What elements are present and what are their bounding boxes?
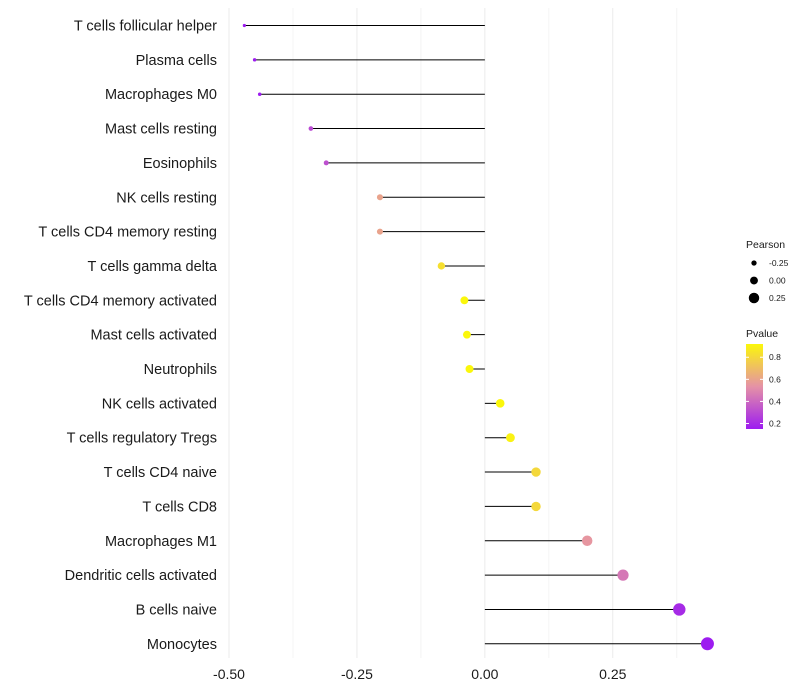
point-neutrophils — [465, 365, 474, 373]
category-label: T cells CD4 memory resting — [38, 225, 217, 241]
point-t-cells-cd8 — [531, 501, 541, 512]
point-t-cells-cd4-memory-activated — [460, 296, 469, 305]
category-label: Mast cells resting — [105, 122, 217, 138]
point-mast-cells-resting — [308, 126, 314, 131]
category-label: Neutrophils — [144, 362, 217, 378]
category-label: Mast cells activated — [90, 328, 217, 344]
legend-color-label: 0.4 — [769, 396, 781, 406]
legend-color-label: 0.6 — [769, 374, 781, 384]
point-plasma-cells — [252, 58, 257, 62]
point-eosinophils — [323, 160, 329, 166]
category-label: T cells CD4 memory activated — [24, 293, 217, 309]
category-label: Eosinophils — [143, 156, 217, 172]
category-label: Dendritic cells activated — [65, 568, 217, 584]
legend-colorbar — [746, 344, 763, 429]
point-monocytes — [700, 637, 714, 651]
point-t-cells-regulatory-tregs — [506, 433, 515, 443]
legend-color-title: Pvalue — [746, 328, 778, 340]
legend-size-label: 0.00 — [769, 276, 786, 286]
legend-color-label: 0.2 — [769, 418, 781, 428]
legend-size-dot — [751, 260, 757, 266]
legend-size-label: 0.25 — [769, 293, 786, 303]
category-label: Macrophages M1 — [105, 534, 217, 550]
x-tick-label: 0.25 — [599, 666, 626, 682]
lollipop-marks — [242, 23, 714, 651]
x-tick-label: -0.25 — [341, 666, 373, 682]
x-axis-ticks: -0.50 -0.25 0.00 0.25 — [213, 666, 627, 682]
point-mast-cells-activated — [462, 330, 471, 339]
category-label: T cells follicular helper — [74, 19, 217, 35]
x-tick-label: 0.00 — [471, 666, 498, 682]
category-label: T cells CD8 — [142, 499, 217, 515]
point-macrophages-m1 — [581, 535, 593, 546]
point-t-cells-cd4-memory-resting — [376, 228, 383, 235]
category-label: Macrophages M0 — [105, 87, 217, 103]
category-label: T cells CD4 naive — [104, 465, 217, 481]
legend-size-dot — [748, 292, 760, 304]
legend: Pearson -0.25 0.00 0.25 Pvalue 0.8 0.6 0.4 0.2 — [746, 239, 789, 429]
legend-size-title: Pearson — [746, 239, 785, 251]
grid — [228, 8, 678, 658]
point-macrophages-m0 — [257, 92, 262, 96]
x-tick-label: -0.50 — [213, 666, 245, 682]
point-dendritic-cells-activated — [617, 569, 629, 581]
category-label: NK cells resting — [116, 190, 217, 206]
point-nk-cells-activated — [495, 399, 505, 408]
category-label: Monocytes — [147, 637, 217, 653]
point-t-cells-cd4-naive — [531, 467, 541, 477]
point-b-cells-naive — [673, 603, 686, 616]
legend-size-dot — [750, 276, 758, 285]
legend-size-label: -0.25 — [769, 258, 789, 268]
category-label: T cells regulatory Tregs — [67, 431, 217, 447]
category-labels: T cells follicular helper Plasma cells Mac… — [24, 19, 218, 653]
point-nk-cells-resting — [376, 194, 383, 201]
category-label: T cells gamma delta — [88, 259, 218, 275]
point-t-cells-gamma-delta — [437, 262, 446, 270]
category-label: Plasma cells — [136, 53, 217, 69]
category-label: NK cells activated — [102, 396, 217, 412]
category-label: B cells naive — [136, 602, 217, 618]
point-t-cells-follicular-helper — [242, 23, 246, 28]
legend-color-label: 0.8 — [769, 352, 781, 362]
